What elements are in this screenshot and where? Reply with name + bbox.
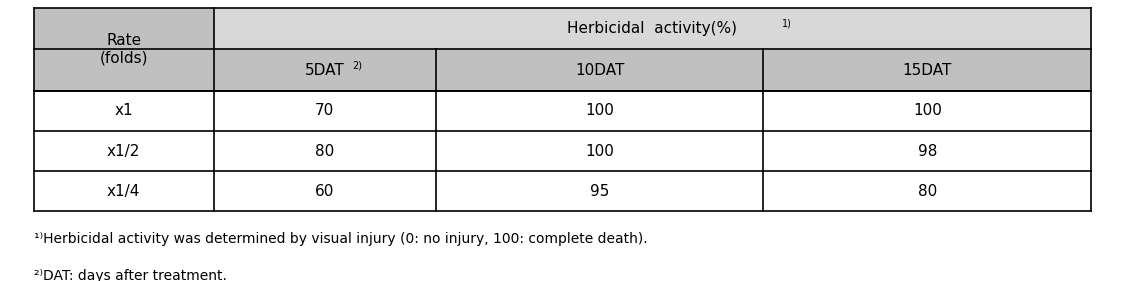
Bar — [214, 171, 435, 211]
Text: 60: 60 — [315, 184, 334, 199]
Bar — [435, 131, 764, 171]
Bar — [214, 131, 435, 171]
Bar — [214, 8, 1091, 49]
Text: x1/4: x1/4 — [107, 184, 141, 199]
Text: ¹⁾Herbicidal activity was determined by visual injury (0: no injury, 100: comple: ¹⁾Herbicidal activity was determined by … — [34, 232, 647, 246]
Text: 5DAT: 5DAT — [305, 63, 344, 78]
Text: 2): 2) — [353, 60, 362, 70]
Text: 15DAT: 15DAT — [902, 63, 952, 78]
Text: 100: 100 — [585, 103, 614, 118]
Bar — [435, 171, 764, 211]
Bar — [34, 131, 214, 171]
Bar — [764, 91, 1091, 131]
Text: Rate
(folds): Rate (folds) — [99, 33, 147, 65]
Text: 70: 70 — [315, 103, 334, 118]
Bar — [435, 91, 764, 131]
Text: x1/2: x1/2 — [107, 144, 141, 158]
Bar — [764, 131, 1091, 171]
Bar — [214, 49, 435, 91]
Bar — [764, 171, 1091, 211]
Text: 100: 100 — [912, 103, 942, 118]
Bar — [764, 49, 1091, 91]
Bar — [435, 49, 764, 91]
Bar — [34, 171, 214, 211]
Text: x1: x1 — [115, 103, 133, 118]
Bar — [214, 91, 435, 131]
Text: 95: 95 — [590, 184, 610, 199]
Text: 98: 98 — [918, 144, 937, 158]
Bar — [34, 91, 214, 131]
Bar — [34, 8, 214, 91]
Text: Herbicidal  activity(%): Herbicidal activity(%) — [567, 21, 737, 36]
Text: 80: 80 — [918, 184, 937, 199]
Text: 1): 1) — [782, 19, 792, 29]
Text: 80: 80 — [315, 144, 334, 158]
Text: 100: 100 — [585, 144, 614, 158]
Text: ²⁾DAT: days after treatment.: ²⁾DAT: days after treatment. — [34, 269, 226, 281]
Text: 10DAT: 10DAT — [575, 63, 624, 78]
